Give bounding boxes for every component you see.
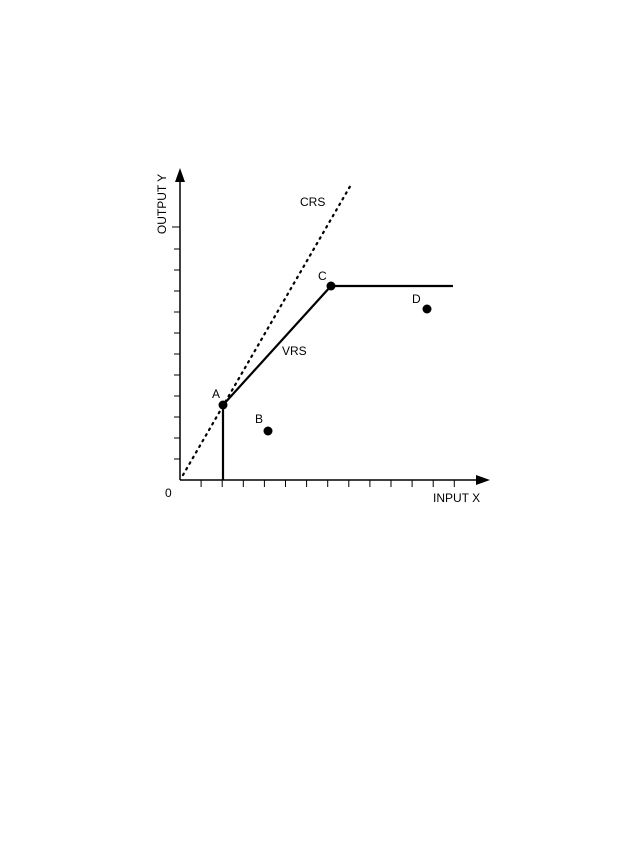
y-arrow — [175, 168, 185, 182]
crs-frontier — [181, 181, 354, 477]
point-label: B — [255, 412, 263, 426]
x-arrow — [476, 475, 490, 485]
axes — [172, 168, 490, 487]
point-label: A — [212, 387, 220, 401]
origin-label: 0 — [165, 486, 172, 500]
point-label: C — [318, 269, 327, 283]
point-d — [422, 304, 432, 314]
point-c — [326, 281, 336, 291]
frontier-label: VRS — [282, 344, 307, 358]
x-ticks — [200, 480, 455, 487]
x-axis-label: INPUT X — [433, 491, 480, 505]
point-a — [218, 400, 228, 410]
point-label: D — [412, 292, 421, 306]
point-b — [263, 426, 273, 436]
frontier-label: CRS — [300, 195, 325, 209]
y-ticks — [174, 248, 180, 460]
y-axis-label: OUTPUT Y — [155, 174, 169, 234]
vrs-frontier — [221, 284, 453, 480]
